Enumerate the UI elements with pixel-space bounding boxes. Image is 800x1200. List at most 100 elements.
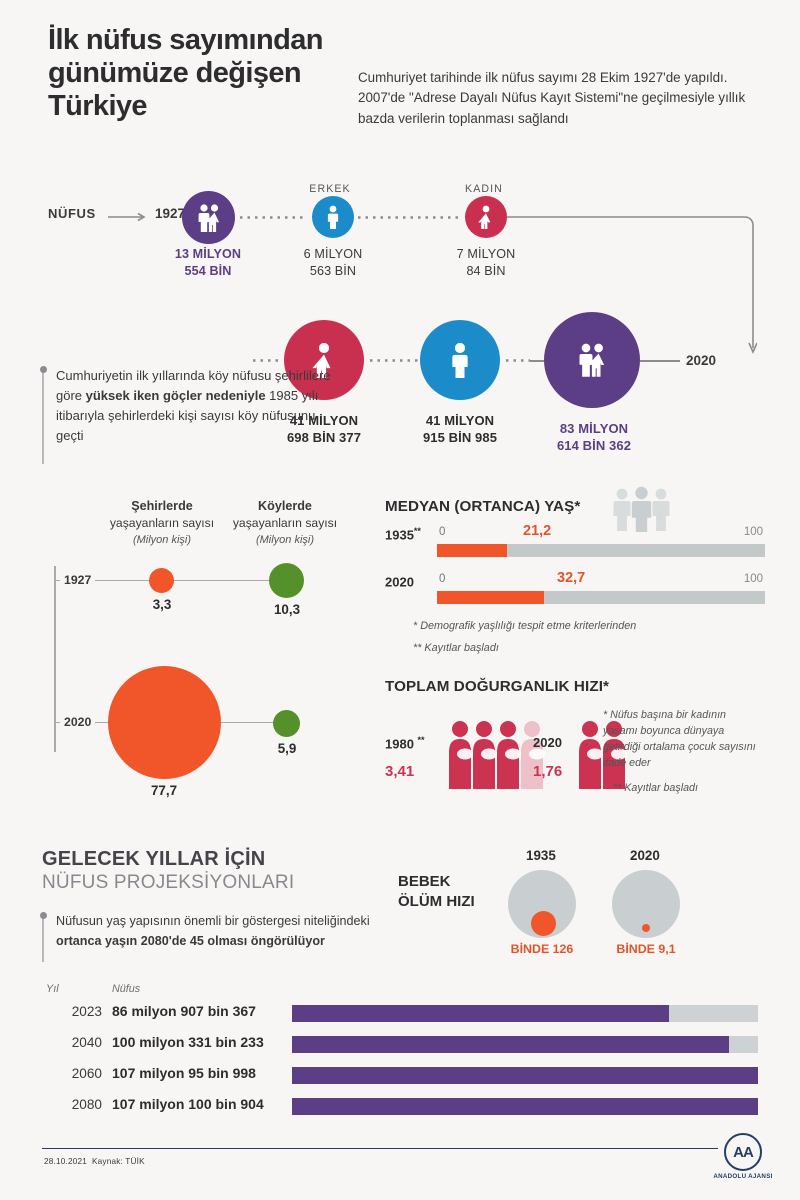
caption-male-2020: 41 MİLYON 915 BİN 985 xyxy=(422,413,498,446)
row-bar xyxy=(292,1067,758,1084)
projections-table: Yıl Nüfus 2023 86 milyon 907 bin 367 204… xyxy=(42,983,758,1125)
fertility-grid: 1980 ** 3,41 xyxy=(385,709,765,794)
median-row-1935: 1935** 0 100 21,2 xyxy=(385,523,765,562)
fertility-figures-2020 xyxy=(579,721,627,789)
icon-female-2020 xyxy=(284,320,364,400)
logo-text: ANADOLU AJANSI xyxy=(713,1173,773,1180)
bubble-village-1927-value: 10,3 xyxy=(273,602,301,617)
timeline-year-1927: 1927 xyxy=(155,206,186,221)
bubble-col-city-header: Şehirlerde yaşayanların sayısı (Milyon k… xyxy=(102,498,222,548)
bubble-axis xyxy=(54,566,56,752)
migration-note: Cumhuriyetin ilk yıllarında köy nüfusu ş… xyxy=(39,366,342,464)
timeline-connector-b xyxy=(530,360,544,362)
median-track-1935 xyxy=(437,544,765,557)
note-accent-bar xyxy=(42,372,44,464)
table-row: 2040 100 milyon 331 bin 233 xyxy=(42,1032,758,1063)
median-year-2020: 2020 xyxy=(385,574,414,590)
bullet-dot-icon xyxy=(39,366,47,373)
legend-female-label: KADIN xyxy=(465,183,503,195)
median-min-1935: 0 xyxy=(439,526,446,538)
table-row: 2023 86 milyon 907 bin 367 xyxy=(42,1001,758,1032)
icon-male-1927 xyxy=(312,196,354,238)
bubble-col-city-sub: yaşayanların sayısı xyxy=(109,516,215,530)
legend-male-label: ERKEK xyxy=(309,183,351,195)
icon-female-1927 xyxy=(465,196,507,238)
icon-total-1927 xyxy=(182,191,235,244)
bubble-col-city-title: Şehirlerde xyxy=(131,499,193,513)
arrow-right-icon xyxy=(108,212,146,222)
fertility-figures-1980 xyxy=(449,721,545,789)
row-bar xyxy=(292,1036,729,1053)
bubble-village-1927 xyxy=(269,563,304,598)
infant-rate-dot-2020 xyxy=(642,924,650,932)
caption-total-1927: 13 MİLYON 554 BİN xyxy=(174,247,242,278)
projections-note: Nüfusun yaş yapısının önemli bir gösterg… xyxy=(39,912,392,962)
row-population: 86 milyon 907 bin 367 xyxy=(112,1003,256,1019)
fertility-title: TOPLAM DOĞURGANLIK HIZI* xyxy=(385,678,610,695)
col-header-year: Yıl xyxy=(46,983,59,995)
fertility-notes: * Nüfus başına bir kadının yaşamı boyunc… xyxy=(603,707,763,796)
median-age-title: MEDYAN (ORTANCA) YAŞ* xyxy=(385,498,581,515)
median-value-2020: 32,7 xyxy=(557,570,586,586)
timeline-dots-3 xyxy=(253,359,281,362)
header: İlk nüfus sayımından günümüze değişen Tü… xyxy=(48,24,760,129)
caption-total-2020: 83 MİLYON 614 BİN 362 xyxy=(556,421,632,454)
bubble-col-village-sub: yaşayanların sayısı xyxy=(232,516,338,530)
bullet-dot-icon xyxy=(39,912,47,919)
fertility-year-1980: 1980 ** xyxy=(385,735,425,752)
fertility-year-2020: 2020 xyxy=(533,735,562,750)
three-people-icon xyxy=(613,486,670,532)
projections-note-bar xyxy=(42,918,44,962)
bubble-city-1927 xyxy=(149,568,174,593)
fertility-value-2020: 1,76 xyxy=(533,763,563,780)
median-min-2020: 0 xyxy=(439,573,446,585)
footer-source: Kaynak: TÜİK xyxy=(92,1157,145,1166)
median-fill-1935 xyxy=(437,544,507,557)
bubble-city-2020-value: 77,7 xyxy=(150,783,178,798)
median-age-section: MEDYAN (ORTANCA) YAŞ* 1935** 0 100 21,2 … xyxy=(385,486,765,656)
row-bar xyxy=(292,1098,758,1115)
footer-date: 28.10.2021 xyxy=(44,1157,87,1166)
median-max-2020: 100 xyxy=(743,573,763,585)
fertility-section: TOPLAM DOĞURGANLIK HIZI* 1980 ** 3,41 xyxy=(385,678,765,794)
caption-male-1927: 6 MİLYON 563 BİN xyxy=(303,247,363,278)
timeline-dots-5 xyxy=(506,359,530,362)
page-title: İlk nüfus sayımından günümüze değişen Tü… xyxy=(48,24,323,122)
median-row-2020: 2020 0 100 32,7 xyxy=(385,570,765,609)
bubble-col-village-title: Köylerde xyxy=(258,499,312,513)
timeline-connector-c xyxy=(640,360,680,362)
row-year: 2040 xyxy=(71,1035,102,1050)
infant-rate-dot-1935 xyxy=(531,911,556,936)
infant-year-1935: 1935 xyxy=(526,848,556,863)
median-max-1935: 100 xyxy=(743,526,763,538)
median-value-1935: 21,2 xyxy=(523,523,552,539)
median-note-2: ** Kayıtlar başladı xyxy=(413,642,499,655)
projections-heading-bold: GELECEK YILLAR İÇİN xyxy=(42,848,266,870)
bubble-col-village-unit: (Milyon kişi) xyxy=(255,534,315,547)
timeline-label: NÜFUS xyxy=(48,206,96,221)
row-population: 107 milyon 100 bin 904 xyxy=(112,1096,264,1112)
row-population: 100 milyon 331 bin 233 xyxy=(112,1034,264,1050)
icon-male-2020 xyxy=(420,320,500,400)
infant-mortality-title: BEBEK ÖLÜM HIZI xyxy=(398,873,475,911)
row-year: 2023 xyxy=(71,1004,102,1019)
table-row: 2080 107 milyon 100 bin 904 xyxy=(42,1094,758,1125)
row-track xyxy=(292,1067,758,1084)
caption-female-1927: 7 MİLYON 84 BİN xyxy=(456,247,516,278)
median-track-2020 xyxy=(437,591,765,604)
projections-heading-block: GELECEK YILLAR İÇİN NÜFUS PROJEKSİYONLAR… xyxy=(39,848,392,962)
bubble-col-village-header: Köylerde yaşayanların sayısı (Milyon kiş… xyxy=(225,498,345,548)
fertility-note-1: * Nüfus başına bir kadının yaşamı boyunc… xyxy=(603,709,756,770)
bubble-year-2020: 2020 xyxy=(60,715,96,729)
timeline-path-down xyxy=(507,216,757,354)
timeline-dots-1 xyxy=(240,216,304,219)
logo-mark: AA xyxy=(724,1133,762,1171)
infant-value-2020: BİNDE 9,1 xyxy=(616,942,676,956)
col-header-population: Nüfus xyxy=(112,983,141,995)
bubble-year-1927: 1927 xyxy=(60,573,96,587)
infant-mortality-section: BEBEK ÖLÜM HIZI 1935 BİNDE 126 2020 BİNDE… xyxy=(398,848,768,968)
icon-total-2020 xyxy=(544,312,640,408)
timeline-dots-2 xyxy=(358,216,460,219)
timeline-year-2020: 2020 xyxy=(686,353,717,368)
